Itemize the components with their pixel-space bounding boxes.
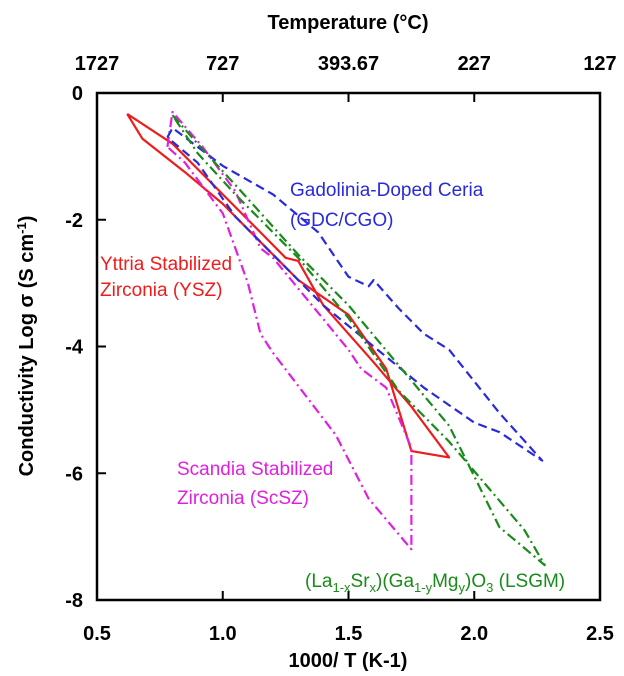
- y-tick-label: -6: [65, 463, 83, 485]
- annotation-gdc: Gadolinia-Doped Ceria (GDC/CGO): [290, 180, 484, 231]
- y-axis-title: Conductivity Log σ (S cm-1): [14, 216, 38, 477]
- top-tick-label: 727: [206, 53, 239, 75]
- x-tick-label: 1.0: [209, 623, 237, 645]
- y-tick-label: -8: [65, 590, 83, 612]
- top-tick-label: 393.67: [318, 53, 379, 75]
- y-tick-label: 0: [72, 83, 83, 105]
- annotation-scsz: Scandia Stabilized Zirconia (ScSZ): [177, 459, 333, 509]
- series-lsgm-line: [171, 114, 546, 567]
- top-tick-label: 227: [458, 53, 491, 75]
- top-axis-title: Temperature (°C): [268, 12, 429, 34]
- top-tick-label: 1727: [75, 53, 120, 75]
- ticks-layer: 0.5 1.0 1.5 2.0 2.5 0 -2 -4 -6 -8 1727 727 393.67 227…: [65, 53, 616, 645]
- plot-frame: [95, 91, 602, 602]
- series-gdc-line: [166, 126, 544, 462]
- series-scsz-line: [166, 110, 413, 551]
- y-tick-label: -2: [65, 210, 83, 232]
- x-tick-label: 1.5: [335, 623, 363, 645]
- labels-layer: Temperature (°C) 1000/ T (K-1) Conductivit…: [14, 12, 565, 672]
- annotation-ysz: Yttria Stabilized Zirconia (YSZ): [100, 254, 232, 301]
- y-tick-label: -4: [65, 337, 84, 359]
- x-tick-label: 0.5: [83, 623, 111, 645]
- top-tick-label: 127: [583, 53, 616, 75]
- series-ysz-line: [126, 112, 451, 459]
- x-axis-title: 1000/ T (K-1): [289, 650, 408, 672]
- series-layer: [126, 110, 546, 567]
- x-tick-label: 2.5: [586, 623, 614, 645]
- x-tick-label: 2.0: [460, 623, 488, 645]
- annotation-lsgm: (La1-xSrx)(Ga1-yMgy)O3 (LSGM): [305, 571, 565, 595]
